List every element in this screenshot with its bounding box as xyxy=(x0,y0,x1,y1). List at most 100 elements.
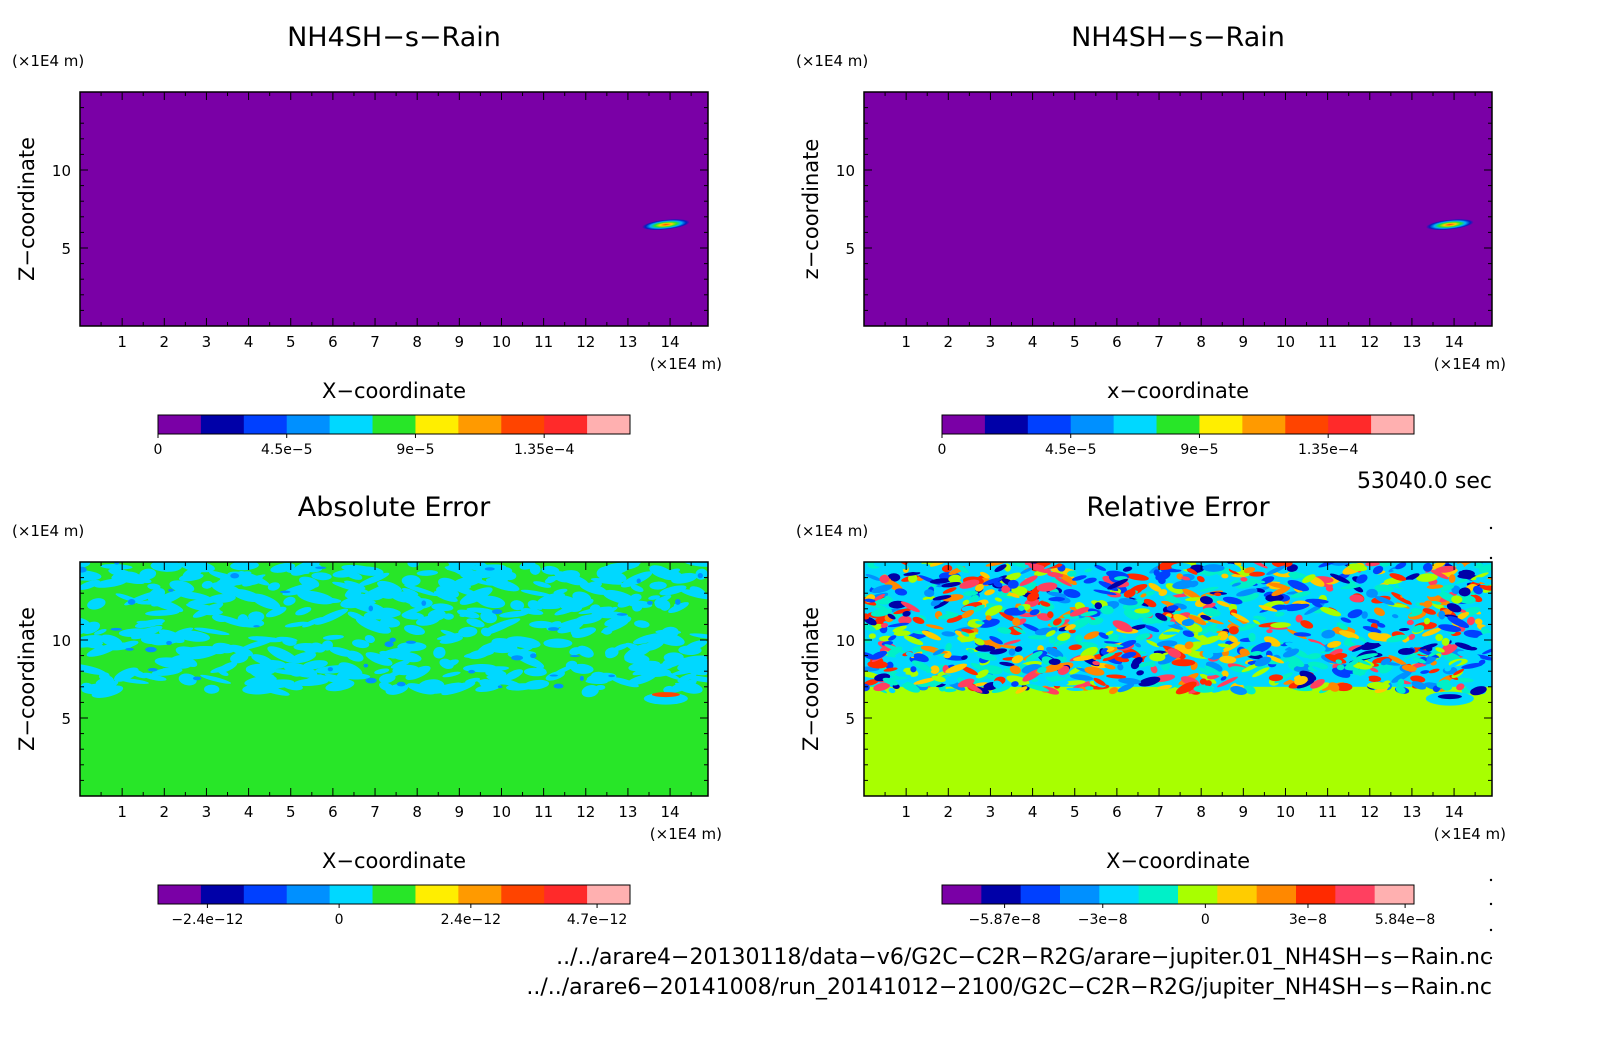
panel-title: NH4SH−s−Rain xyxy=(287,22,501,53)
error-patch xyxy=(1271,562,1293,568)
error-patch xyxy=(1232,590,1240,594)
colorbar-swatch xyxy=(243,415,288,434)
error-patch xyxy=(1083,631,1100,640)
error-patch xyxy=(1395,562,1407,570)
error-patch xyxy=(1435,565,1457,573)
error-patch xyxy=(194,627,230,636)
error-patch xyxy=(1474,618,1483,625)
error-patch xyxy=(421,600,427,606)
error-patch xyxy=(557,621,584,634)
error-patch xyxy=(620,571,653,588)
x-tick-label: 10 xyxy=(1276,333,1295,351)
error-patch xyxy=(1226,563,1242,572)
error-patch xyxy=(167,588,174,592)
error-patch xyxy=(80,566,87,573)
error-patch xyxy=(178,673,197,686)
error-patch xyxy=(902,610,911,617)
field-background xyxy=(864,92,1492,326)
x-tick-label: 5 xyxy=(1070,803,1080,821)
error-patch xyxy=(581,685,599,698)
error-patch xyxy=(366,588,387,601)
error-patch xyxy=(520,589,553,597)
error-patch xyxy=(458,626,478,638)
error-patch xyxy=(595,684,606,691)
error-patch xyxy=(1360,674,1370,681)
error-patch xyxy=(634,620,650,628)
x-tick-label: 12 xyxy=(576,803,595,821)
error-patch xyxy=(141,672,161,680)
error-patch xyxy=(1447,616,1470,628)
error-patch xyxy=(1356,574,1368,584)
error-patch xyxy=(1411,625,1425,633)
error-patch xyxy=(468,669,476,674)
error-patch xyxy=(1008,592,1020,598)
error-patch xyxy=(401,588,419,596)
colorbar-tick-label: −2.4e−12 xyxy=(171,912,243,928)
error-patch xyxy=(1391,670,1412,683)
error-patch xyxy=(1254,656,1272,667)
error-patch xyxy=(1430,569,1449,580)
error-patch xyxy=(1017,605,1025,611)
x-tick-label: 5 xyxy=(1070,333,1080,351)
error-patch xyxy=(1412,657,1426,664)
error-patch xyxy=(1420,670,1430,674)
error-patch xyxy=(1473,585,1483,595)
error-patch xyxy=(502,571,517,581)
error-patch xyxy=(355,593,368,604)
error-patch xyxy=(452,576,483,588)
error-patch xyxy=(602,562,638,578)
error-patch xyxy=(1373,607,1385,616)
error-patch xyxy=(605,647,619,658)
error-patch xyxy=(1366,588,1378,598)
error-patch xyxy=(1307,653,1322,660)
error-patch xyxy=(558,599,583,613)
error-patch xyxy=(1456,677,1474,683)
error-patch xyxy=(1084,666,1105,676)
error-patch xyxy=(1118,677,1142,685)
error-patch xyxy=(975,669,989,679)
error-patch xyxy=(1216,600,1231,608)
error-patch xyxy=(1157,684,1173,690)
error-patch xyxy=(880,623,889,628)
error-patch xyxy=(1463,629,1484,638)
error-patch xyxy=(520,608,544,615)
error-patch xyxy=(1001,585,1011,594)
x-tick-label: 14 xyxy=(1445,333,1464,351)
error-patch xyxy=(1066,687,1084,692)
error-patch xyxy=(1411,681,1427,690)
error-patch xyxy=(1031,678,1039,683)
error-patch xyxy=(864,621,877,632)
colorbar-swatch xyxy=(1138,885,1179,904)
error-patch xyxy=(427,609,446,621)
error-patch xyxy=(1367,681,1390,690)
error-patch xyxy=(1475,654,1492,661)
error-patch xyxy=(1043,686,1060,695)
error-patch xyxy=(1105,630,1114,636)
error-patch xyxy=(253,625,260,628)
error-patch xyxy=(1148,582,1162,592)
error-patch xyxy=(975,645,996,652)
colorbar-tick-label: 0 xyxy=(1201,912,1210,928)
plot-field xyxy=(864,92,1492,326)
error-patch xyxy=(946,615,964,623)
error-patch xyxy=(999,611,1017,622)
error-patch xyxy=(1398,627,1410,632)
error-patch xyxy=(302,616,325,628)
error-patch xyxy=(354,566,384,576)
error-patch xyxy=(379,682,394,692)
error-patch xyxy=(1287,579,1310,592)
error-patch xyxy=(1025,650,1043,662)
error-patch xyxy=(892,625,907,633)
colorbar-tick-label: 0 xyxy=(938,442,947,458)
error-patch xyxy=(1084,568,1092,573)
error-patch xyxy=(441,681,476,696)
colorbar-swatch xyxy=(501,415,545,434)
error-patch xyxy=(1431,600,1442,605)
error-patch xyxy=(388,590,408,603)
error-patch xyxy=(380,607,401,617)
error-patch xyxy=(310,642,326,653)
error-patch xyxy=(659,600,671,611)
error-patch xyxy=(1307,638,1329,648)
error-patch xyxy=(648,595,661,600)
colorbar-swatch xyxy=(1374,885,1415,904)
